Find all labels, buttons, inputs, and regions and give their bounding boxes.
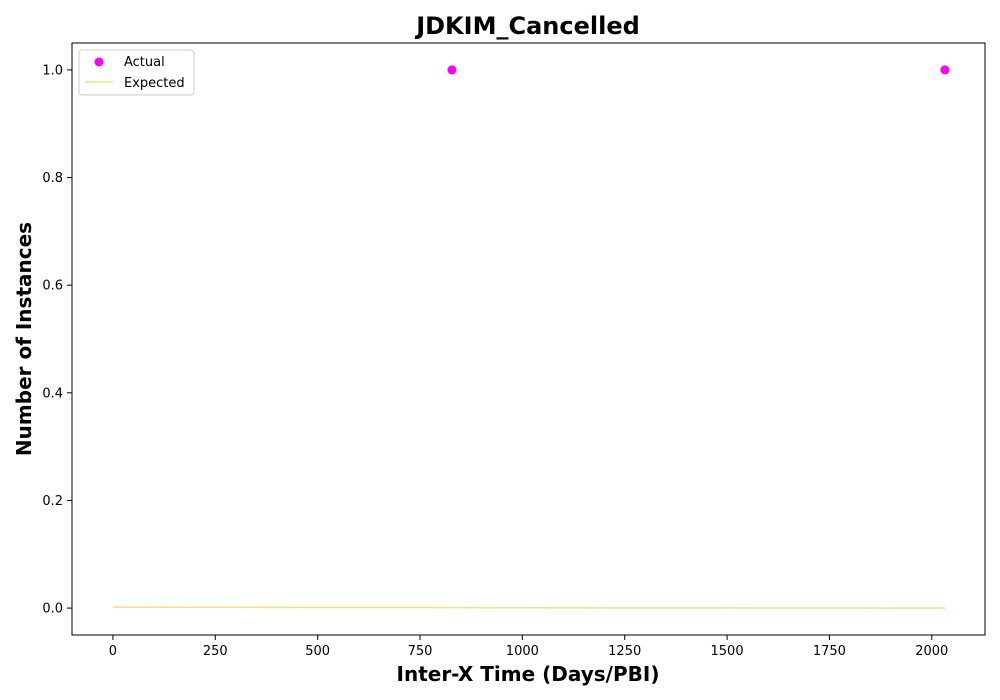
- x-tick-label-7: 1750: [813, 644, 846, 659]
- y-axis-label: Number of Instances: [12, 222, 36, 456]
- y-tick-label-3: 0.6: [42, 279, 63, 294]
- plot-frame: [71, 42, 986, 636]
- y-tick-label-4: 0.8: [42, 171, 63, 186]
- x-tick-label-3: 750: [408, 644, 433, 659]
- y-tick-label-1: 0.2: [42, 494, 63, 509]
- legend-label-expected: Expected: [124, 76, 185, 91]
- y-tick-label-0: 0.0: [42, 602, 63, 617]
- x-tick-label-4: 1000: [506, 644, 539, 659]
- actual-point-0: [447, 65, 457, 75]
- x-tick-label-8: 2000: [915, 644, 948, 659]
- x-tick-label-0: 0: [109, 644, 117, 659]
- x-axis-label: Inter-X Time (Days/PBI): [397, 662, 660, 686]
- legend-box: [78, 49, 195, 96]
- x-tick-label-5: 1250: [608, 644, 641, 659]
- plot-area: [72, 43, 985, 635]
- y-axis-ticks: 0.0 0.2 0.4 0.6 0.8 1.0: [42, 63, 72, 617]
- x-tick-label-6: 1500: [711, 644, 744, 659]
- y-tick-label-5: 1.0: [42, 63, 63, 78]
- legend-label-actual: Actual: [124, 55, 165, 70]
- chart-title: JDKIM_Cancelled: [414, 12, 640, 40]
- x-axis-ticks: 0 250 500 750 1000 1250 1500 1750 2000: [109, 635, 948, 659]
- legend-marker-actual: [94, 57, 104, 67]
- x-tick-label-1: 250: [203, 644, 228, 659]
- actual-point-1: [940, 65, 950, 75]
- x-tick-label-2: 500: [305, 644, 330, 659]
- expected-series-line: [112, 606, 945, 609]
- series-layer: [112, 65, 950, 609]
- legend: Actual Expected: [78, 49, 195, 96]
- y-tick-label-2: 0.4: [42, 386, 63, 401]
